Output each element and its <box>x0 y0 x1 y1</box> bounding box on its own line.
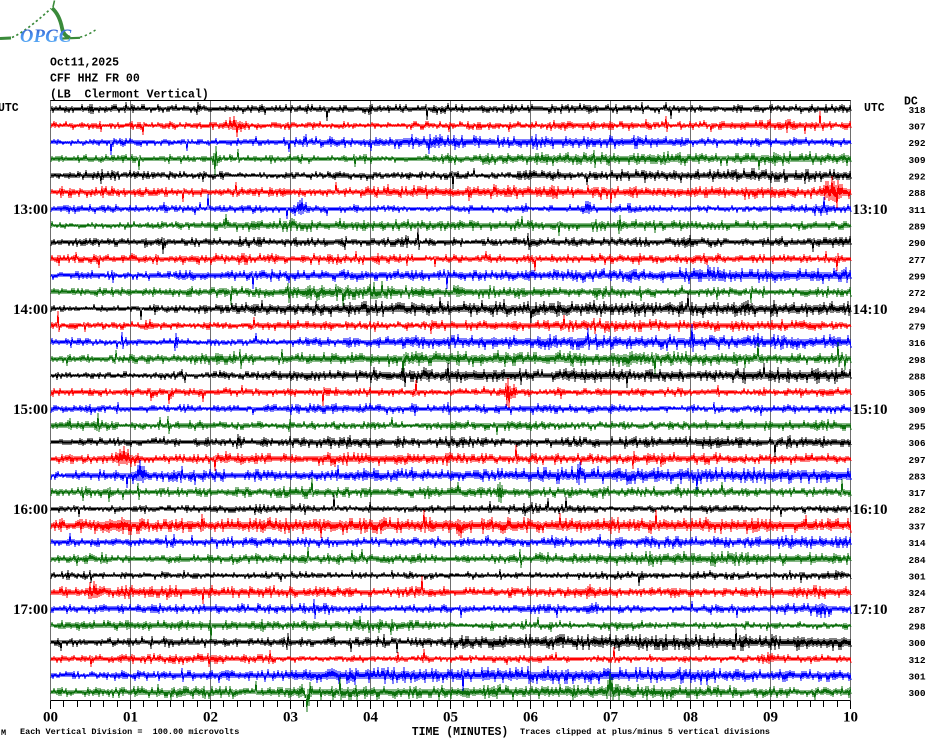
svg-text:297: 297 <box>908 455 925 466</box>
svg-text:17:00: 17:00 <box>13 602 48 618</box>
svg-text:08: 08 <box>683 710 698 726</box>
svg-text:284: 284 <box>908 555 925 566</box>
svg-text:301: 301 <box>908 572 925 583</box>
svg-text:06: 06 <box>523 710 539 726</box>
svg-text:309: 309 <box>908 405 925 416</box>
svg-text:290: 290 <box>908 238 925 249</box>
svg-text:00: 00 <box>43 710 58 726</box>
svg-text:07: 07 <box>603 710 619 726</box>
svg-text:298: 298 <box>908 622 925 633</box>
svg-text:03: 03 <box>283 710 298 726</box>
svg-text:14:10: 14:10 <box>853 302 888 318</box>
svg-text:01: 01 <box>123 710 138 726</box>
svg-text:16:00: 16:00 <box>13 502 48 518</box>
svg-text:292: 292 <box>908 172 925 183</box>
svg-text:292: 292 <box>908 138 925 149</box>
svg-text:294: 294 <box>908 305 925 316</box>
svg-text:(LB Clermont Vertical): (LB Clermont Vertical) <box>50 89 209 102</box>
svg-text:CFF HHZ FR 00: CFF HHZ FR 00 <box>50 73 140 86</box>
svg-text:277: 277 <box>908 255 925 266</box>
svg-text:DC: DC <box>904 96 918 109</box>
svg-text:305: 305 <box>908 388 925 399</box>
svg-text:05: 05 <box>443 710 458 726</box>
svg-text:UTC: UTC <box>0 102 19 115</box>
svg-text:288: 288 <box>908 188 925 199</box>
svg-text:OPGC: OPGC <box>20 27 72 47</box>
svg-text:16:10: 16:10 <box>853 502 888 518</box>
svg-text:337: 337 <box>908 522 925 533</box>
svg-text:299: 299 <box>908 272 925 283</box>
svg-text:272: 272 <box>908 288 925 299</box>
svg-text:300: 300 <box>908 688 925 699</box>
svg-text:17:10: 17:10 <box>853 602 888 618</box>
svg-text:13:00: 13:00 <box>13 202 48 218</box>
svg-text:289: 289 <box>908 222 925 233</box>
svg-text:04: 04 <box>363 710 379 726</box>
svg-text:288: 288 <box>908 372 925 383</box>
svg-text:287: 287 <box>908 605 925 616</box>
svg-text:318: 318 <box>908 105 925 116</box>
svg-text:15:00: 15:00 <box>13 402 48 418</box>
svg-text:TIME (MINUTES): TIME (MINUTES) <box>412 726 509 739</box>
svg-text:M: M <box>1 728 6 738</box>
svg-text:298: 298 <box>908 355 925 366</box>
svg-text:301: 301 <box>908 672 925 683</box>
svg-text:Each Vertical Division = 100.: Each Vertical Division = 100.00 microvol… <box>20 727 239 737</box>
svg-text:14:00: 14:00 <box>13 302 48 318</box>
svg-text:309: 309 <box>908 155 925 166</box>
svg-text:Traces clipped at plus/minus 5: Traces clipped at plus/minus 5 vertical … <box>520 727 770 737</box>
svg-text:307: 307 <box>908 122 925 133</box>
svg-text:13:10: 13:10 <box>853 202 888 218</box>
svg-text:317: 317 <box>908 488 925 499</box>
svg-text:UTC: UTC <box>864 102 885 115</box>
svg-text:316: 316 <box>908 338 925 349</box>
svg-text:279: 279 <box>908 322 925 333</box>
svg-text:10: 10 <box>843 710 858 726</box>
svg-text:15:10: 15:10 <box>853 402 888 418</box>
svg-text:09: 09 <box>763 710 778 726</box>
svg-text:312: 312 <box>908 655 925 666</box>
svg-text:306: 306 <box>908 438 925 449</box>
svg-text:311: 311 <box>908 205 925 216</box>
svg-text:295: 295 <box>908 422 925 433</box>
svg-text:314: 314 <box>908 538 925 549</box>
svg-text:300: 300 <box>908 638 925 649</box>
svg-text:324: 324 <box>908 588 925 599</box>
svg-text:282: 282 <box>908 505 925 516</box>
svg-text:283: 283 <box>908 472 925 483</box>
svg-text:Oct11,2025: Oct11,2025 <box>50 57 119 70</box>
svg-text:02: 02 <box>203 710 218 726</box>
